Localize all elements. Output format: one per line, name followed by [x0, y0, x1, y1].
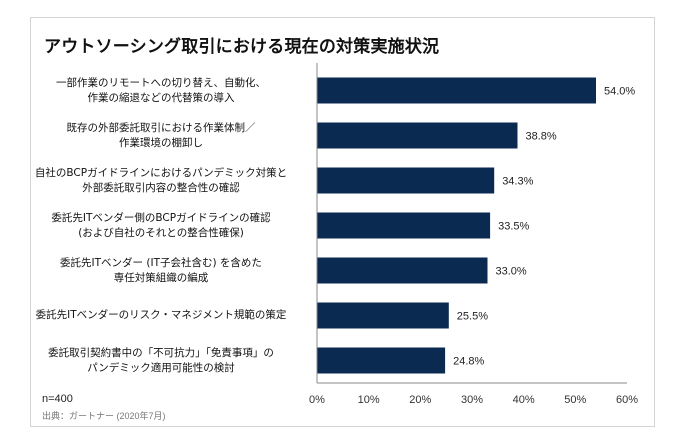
value-label: 25.5%	[457, 311, 488, 323]
value-label: 54.0%	[604, 86, 635, 98]
x-tick-label: 60%	[616, 394, 638, 406]
x-tick-label: 40%	[513, 394, 535, 406]
x-tick-label: 20%	[409, 394, 431, 406]
category-label-line: 専任対策組織の編成	[113, 271, 209, 284]
category-label-line: 委託先ITベンダー側のBCPガイドラインの確認	[51, 211, 271, 224]
category-label-line: 委託先ITベンダーのリスク・マネジメント規範の策定	[35, 309, 287, 321]
category-label-line: 自社のBCPガイドラインにおけるパンデミック対策と	[34, 166, 288, 179]
x-tick-label: 50%	[564, 394, 586, 406]
sample-size-note: n=400	[42, 393, 73, 405]
category-label-line: 作業の縮退などの代替策の導入	[87, 91, 235, 104]
x-tick-label: 0%	[309, 394, 325, 406]
bar	[317, 257, 488, 284]
bar	[317, 302, 449, 329]
x-tick-label: 30%	[461, 394, 483, 406]
category-label-line: パンデミック適用可能性の検討	[87, 361, 235, 374]
value-label: 33.5%	[498, 221, 529, 233]
category-label: 委託先ITベンダー (IT子会社含む) を含めた 専任対策組織の編成	[16, 256, 306, 286]
category-label-line: (および自社のそれとの整合性確保)	[78, 226, 244, 239]
value-label: 33.0%	[496, 266, 527, 278]
value-label: 24.8%	[453, 356, 484, 368]
bar	[317, 347, 446, 374]
category-label-line: 一部作業のリモートへの切り替え、自動化、	[56, 76, 266, 89]
category-label-line: 作業環境の棚卸し	[119, 136, 203, 149]
x-tick-label: 10%	[358, 394, 380, 406]
category-label: 自社のBCPガイドラインにおけるパンデミック対策と 外部委託取引内容の整合性の確認	[16, 166, 306, 196]
category-label-line: 委託先ITベンダー (IT子会社含む) を含めた	[60, 256, 262, 269]
bar	[317, 212, 491, 239]
value-label: 34.3%	[502, 176, 533, 188]
value-label: 38.8%	[526, 131, 557, 143]
bar	[317, 77, 596, 104]
bar	[317, 167, 495, 194]
category-label: 一部作業のリモートへの切り替え、自動化、 作業の縮退などの代替策の導入	[16, 76, 306, 106]
category-label: 委託先ITベンダーのリスク・マネジメント規範の策定	[16, 308, 306, 323]
category-label: 既存の外部委託取引における作業体制／ 作業環境の棚卸し	[16, 121, 306, 151]
chart-title: アウトソーシング取引における現在の対策実施状況	[44, 37, 440, 57]
category-label-line: 外部委託取引内容の整合性の確認	[82, 181, 240, 194]
category-label-line: 委託取引契約書中の「不可抗力」「免責事項」の	[48, 346, 274, 359]
category-label-line: 既存の外部委託取引における作業体制／	[66, 121, 256, 134]
category-label: 委託先ITベンダー側のBCPガイドラインの確認 (および自社のそれとの整合性確保)	[16, 211, 306, 241]
bar	[317, 122, 518, 149]
source-note: 出典：ガートナー (2020年7月)	[42, 411, 166, 421]
category-label: 委託取引契約書中の「不可抗力」「免責事項」の パンデミック適用可能性の検討	[16, 346, 306, 376]
